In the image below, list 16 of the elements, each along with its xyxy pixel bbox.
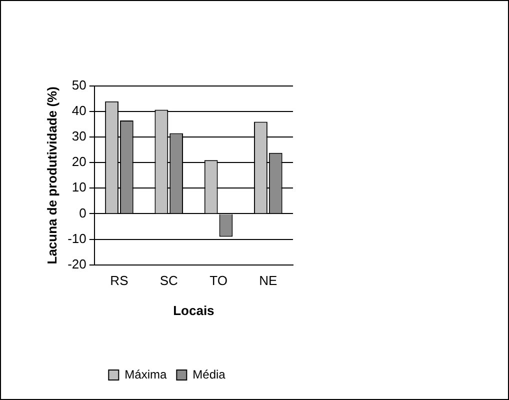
y-tick-label: -20 bbox=[68, 256, 86, 272]
legend-label: Máxima bbox=[124, 367, 167, 382]
y-tick-label: -10 bbox=[68, 230, 86, 246]
y-tick-label: 30 bbox=[72, 128, 86, 144]
legend-label: Média bbox=[192, 367, 226, 382]
y-tick-label: 50 bbox=[72, 78, 86, 93]
x-tick-label: SC bbox=[160, 273, 178, 288]
x-tick-label: TO bbox=[210, 273, 228, 288]
y-tick-label: 20 bbox=[72, 154, 86, 170]
y-tick-label: 40 bbox=[72, 103, 86, 118]
x-tick-label: NE bbox=[259, 273, 278, 288]
y-tick-label: 10 bbox=[72, 180, 86, 195]
x-tick-label: RS bbox=[110, 273, 129, 288]
x-axis-title: Locais bbox=[173, 302, 214, 318]
y-axis-title: Lacuna de produtividade (%) bbox=[44, 86, 60, 264]
y-tick-label: 0 bbox=[79, 205, 86, 220]
